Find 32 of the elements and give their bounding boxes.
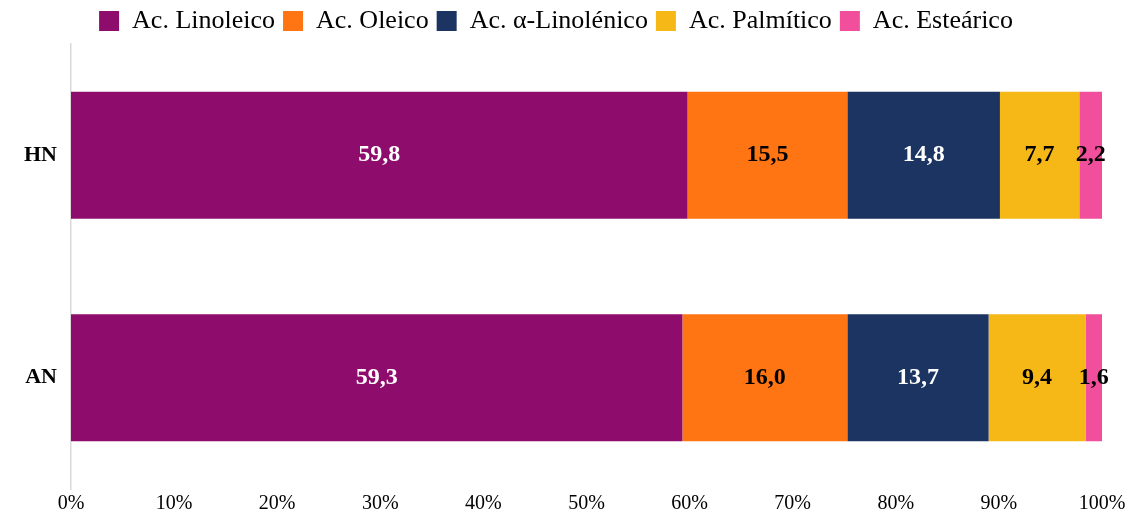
x-tick-label: 80% [877,491,915,514]
x-tick-label: 20% [258,491,296,514]
bar [71,91,688,219]
legend-label: Ac. Esteárico [872,4,1013,34]
data-label: 14,8 [902,140,945,167]
x-tick-label: 60% [671,491,708,514]
y-tick-label: AN [25,363,58,389]
data-label: 7,7 [1024,140,1055,167]
x-tick-label: 30% [361,491,399,514]
legend-label: Ac. Oleico [316,4,429,34]
x-tick-label: 90% [980,491,1018,514]
legend-label: Ac. Palmítico [688,4,832,34]
x-tick-label: 70% [774,491,812,514]
bar [847,314,989,442]
data-label: 16,0 [743,362,786,389]
x-tick-label: 40% [465,491,502,514]
data-label: 59,8 [358,140,401,167]
bar [682,314,848,442]
x-tick-label: 10% [155,491,193,514]
x-tick-label: 100% [1078,491,1126,514]
bar [687,91,848,219]
bar [847,91,1000,219]
legend-label: Ac. α-Linolénico [469,4,648,34]
data-label: 9,4 [1022,362,1053,389]
data-label: 13,7 [896,362,939,389]
legend-label: Ac. Linoleico [132,4,276,34]
y-tick-label: HN [24,140,58,166]
data-label: 59,3 [355,362,398,389]
data-label: 15,5 [746,140,789,167]
x-tick-label: 0% [57,491,85,514]
x-tick-label: 50% [568,491,605,514]
bar [71,314,683,442]
